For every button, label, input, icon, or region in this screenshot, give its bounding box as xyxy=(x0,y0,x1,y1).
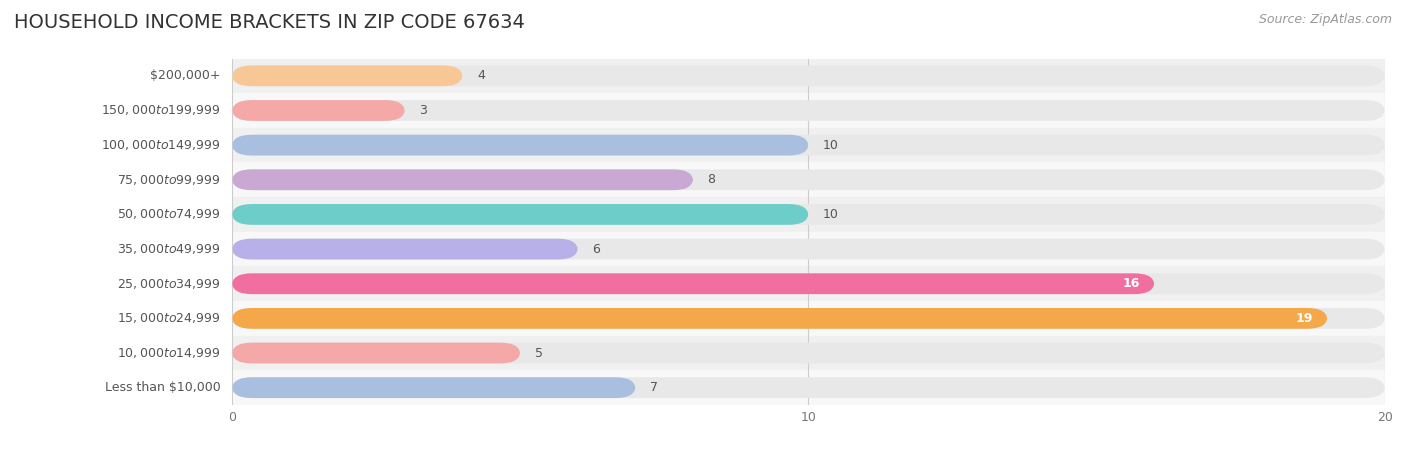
FancyBboxPatch shape xyxy=(232,65,463,86)
Text: 8: 8 xyxy=(707,173,716,186)
FancyBboxPatch shape xyxy=(232,204,1385,225)
Text: 6: 6 xyxy=(592,243,600,256)
Bar xyxy=(232,266,1385,301)
Text: 3: 3 xyxy=(419,104,427,117)
Text: $150,000 to $199,999: $150,000 to $199,999 xyxy=(101,104,221,117)
FancyBboxPatch shape xyxy=(232,135,1385,156)
FancyBboxPatch shape xyxy=(232,169,1385,190)
FancyBboxPatch shape xyxy=(232,135,808,156)
Bar xyxy=(232,232,1385,266)
Text: $15,000 to $24,999: $15,000 to $24,999 xyxy=(117,311,221,325)
FancyBboxPatch shape xyxy=(232,65,1385,86)
Text: $25,000 to $34,999: $25,000 to $34,999 xyxy=(117,277,221,291)
FancyBboxPatch shape xyxy=(232,169,693,190)
Text: 5: 5 xyxy=(534,346,543,360)
Text: Less than $10,000: Less than $10,000 xyxy=(105,381,221,394)
FancyBboxPatch shape xyxy=(232,308,1385,329)
Bar xyxy=(232,197,1385,232)
Text: $75,000 to $99,999: $75,000 to $99,999 xyxy=(117,173,221,187)
Text: 10: 10 xyxy=(823,139,839,152)
Text: Source: ZipAtlas.com: Source: ZipAtlas.com xyxy=(1258,14,1392,27)
Text: 10: 10 xyxy=(823,208,839,221)
FancyBboxPatch shape xyxy=(232,273,1154,294)
Text: $35,000 to $49,999: $35,000 to $49,999 xyxy=(117,242,221,256)
Text: 4: 4 xyxy=(477,69,485,82)
FancyBboxPatch shape xyxy=(232,308,1327,329)
Text: HOUSEHOLD INCOME BRACKETS IN ZIP CODE 67634: HOUSEHOLD INCOME BRACKETS IN ZIP CODE 67… xyxy=(14,14,524,32)
Bar xyxy=(232,93,1385,128)
Bar xyxy=(232,370,1385,405)
Bar xyxy=(232,128,1385,162)
Text: $100,000 to $149,999: $100,000 to $149,999 xyxy=(101,138,221,152)
Text: 7: 7 xyxy=(650,381,658,394)
FancyBboxPatch shape xyxy=(232,238,1385,260)
Text: $10,000 to $14,999: $10,000 to $14,999 xyxy=(117,346,221,360)
FancyBboxPatch shape xyxy=(232,100,1385,121)
FancyBboxPatch shape xyxy=(232,377,636,398)
Bar xyxy=(232,301,1385,336)
FancyBboxPatch shape xyxy=(232,342,1385,364)
FancyBboxPatch shape xyxy=(232,342,520,364)
FancyBboxPatch shape xyxy=(232,100,405,121)
Text: 16: 16 xyxy=(1122,277,1140,290)
Text: $200,000+: $200,000+ xyxy=(150,69,221,82)
Text: 19: 19 xyxy=(1295,312,1313,325)
FancyBboxPatch shape xyxy=(232,377,1385,398)
Bar xyxy=(232,162,1385,197)
Text: $50,000 to $74,999: $50,000 to $74,999 xyxy=(117,207,221,221)
Bar xyxy=(232,336,1385,370)
Bar xyxy=(232,58,1385,93)
FancyBboxPatch shape xyxy=(232,273,1385,294)
FancyBboxPatch shape xyxy=(232,204,808,225)
FancyBboxPatch shape xyxy=(232,238,578,260)
